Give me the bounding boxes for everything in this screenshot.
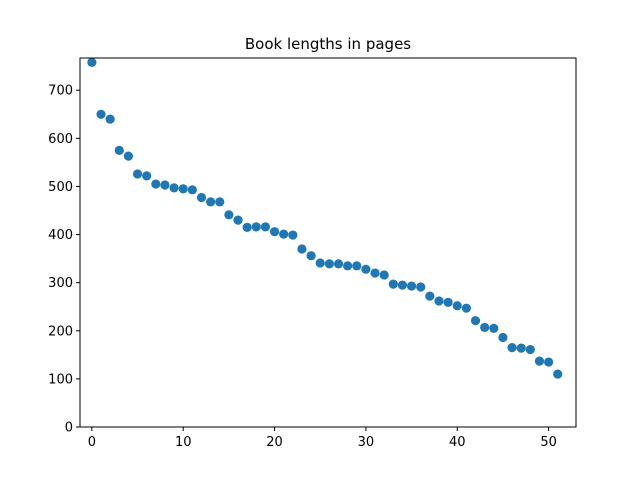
y-tick-label: 500 (48, 180, 73, 195)
data-point (543, 357, 554, 367)
x-tick-label: 30 (358, 435, 375, 450)
data-point (525, 344, 535, 355)
data-point (215, 197, 225, 207)
data-point (443, 297, 453, 307)
data-point (324, 259, 334, 269)
data-point (425, 291, 435, 301)
data-points (87, 57, 563, 379)
data-point (516, 343, 526, 353)
data-point (160, 180, 170, 190)
data-point (534, 356, 545, 366)
data-point (315, 258, 325, 268)
data-point (114, 145, 124, 155)
data-point (507, 343, 517, 353)
data-point (461, 303, 471, 313)
data-point (206, 197, 216, 207)
data-point (333, 259, 344, 269)
data-point (242, 222, 252, 232)
x-tick-label: 10 (175, 435, 192, 450)
data-point (178, 184, 188, 194)
data-point (297, 244, 307, 254)
data-point (480, 322, 490, 333)
y-axis: 0 100 200 300 400 500 600 700 (48, 84, 80, 436)
data-point (260, 222, 271, 232)
y-tick-label: 200 (48, 324, 73, 339)
data-point (434, 296, 444, 306)
data-point (251, 222, 261, 232)
chart-title: Book lengths in pages (245, 35, 411, 53)
data-point (498, 332, 508, 343)
data-point (288, 230, 298, 240)
data-point (123, 151, 134, 161)
y-tick-label: 0 (65, 421, 73, 436)
x-tick-label: 40 (449, 435, 466, 450)
data-point (187, 185, 197, 195)
data-point (397, 280, 408, 290)
x-tick-label: 20 (266, 435, 283, 450)
data-point (224, 210, 234, 220)
data-point (279, 229, 289, 239)
data-point (388, 279, 398, 289)
data-point (416, 282, 426, 292)
data-point (370, 268, 380, 278)
y-tick-label: 400 (48, 228, 73, 243)
y-tick-label: 600 (48, 132, 73, 147)
plot-frame (79, 57, 577, 428)
data-point (87, 57, 97, 67)
y-tick-label: 100 (48, 372, 73, 387)
data-point (489, 323, 499, 333)
data-point (553, 369, 563, 379)
data-point (306, 251, 316, 261)
data-point (406, 281, 417, 291)
y-tick-label: 700 (48, 84, 73, 99)
x-axis: 0 10 20 30 40 50 (88, 427, 557, 450)
data-point (132, 169, 143, 179)
data-point (105, 114, 115, 124)
data-point (169, 183, 179, 193)
data-point (233, 215, 243, 225)
data-point (142, 171, 152, 181)
x-tick-label: 50 (540, 435, 557, 450)
data-point (269, 227, 280, 237)
data-point (151, 179, 161, 189)
data-point (379, 270, 389, 280)
data-point (452, 301, 462, 311)
data-point (470, 316, 481, 326)
data-point (352, 261, 362, 271)
data-point (196, 192, 207, 203)
data-point (343, 261, 353, 271)
y-tick-label: 300 (48, 276, 73, 291)
data-point (96, 109, 106, 119)
data-point (361, 264, 371, 274)
x-tick-label: 0 (88, 435, 96, 450)
